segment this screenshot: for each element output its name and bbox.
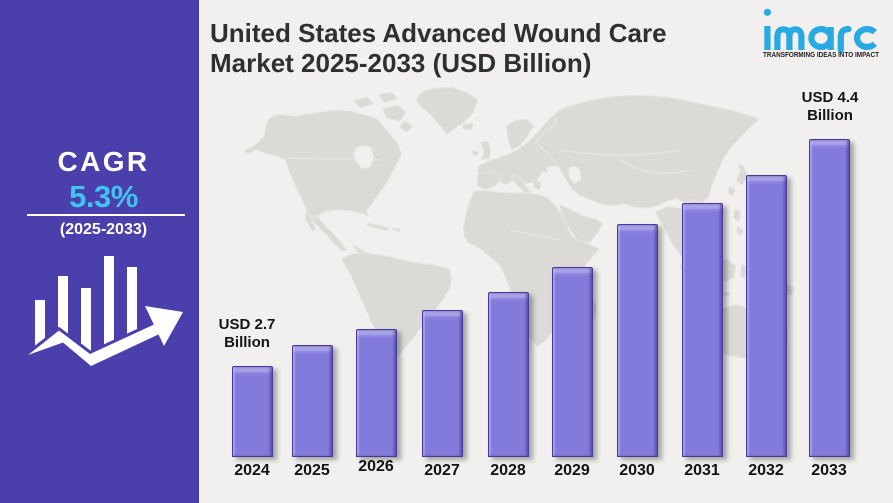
svg-text:TRANSFORMING IDEAS INTO IMPACT: TRANSFORMING IDEAS INTO IMPACT (763, 52, 880, 59)
